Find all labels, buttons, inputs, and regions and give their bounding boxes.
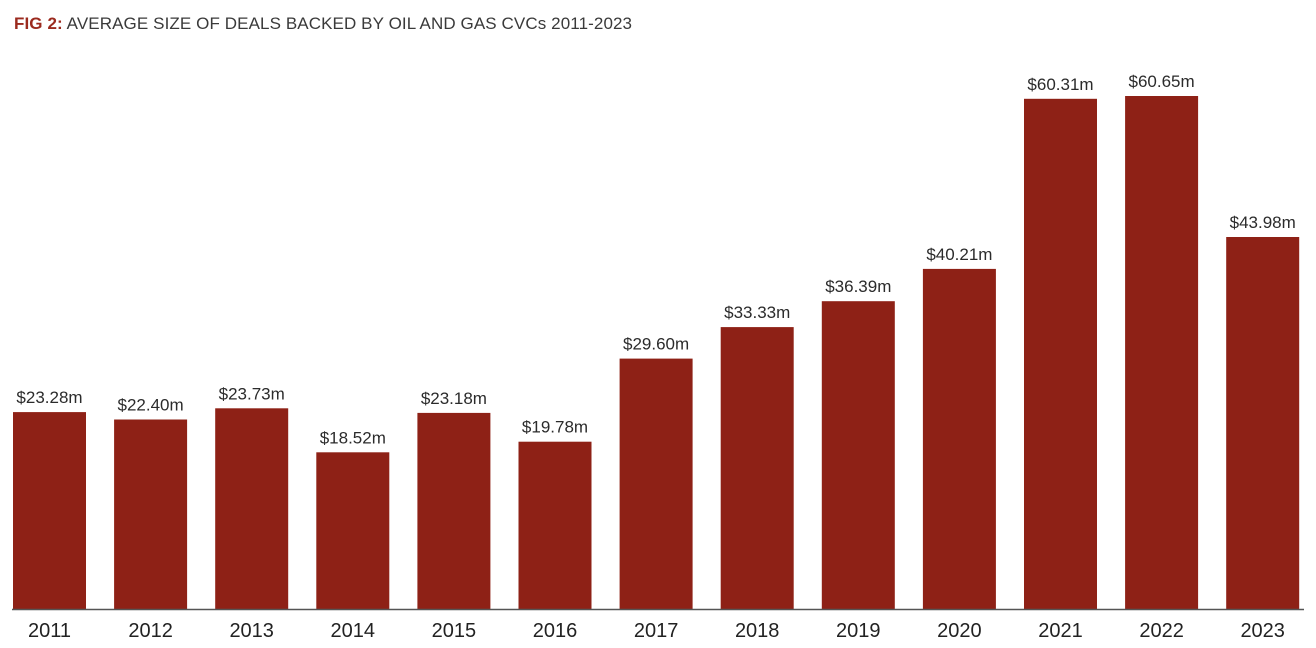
x-tick-2016: 2016 xyxy=(533,620,578,642)
bar-2018 xyxy=(721,327,794,609)
x-tick-2018: 2018 xyxy=(735,620,780,642)
bar-2020 xyxy=(923,269,996,609)
bar-2012 xyxy=(114,420,187,610)
bar-2019 xyxy=(822,301,895,609)
data-label-2014: $18.52m xyxy=(320,428,386,447)
x-tick-2019: 2019 xyxy=(836,620,881,642)
x-tick-2015: 2015 xyxy=(432,620,477,642)
bar-2015 xyxy=(417,413,490,609)
x-tick-2012: 2012 xyxy=(128,620,173,642)
x-tick-2022: 2022 xyxy=(1139,620,1184,642)
bar-2011 xyxy=(13,412,86,609)
data-label-2021: $60.31m xyxy=(1027,75,1093,94)
x-tick-2023: 2023 xyxy=(1240,620,1285,642)
data-label-2016: $19.78m xyxy=(522,418,588,437)
data-label-2019: $36.39m xyxy=(825,277,891,296)
x-tick-2017: 2017 xyxy=(634,620,679,642)
bar-2022 xyxy=(1125,96,1198,609)
data-label-2020: $40.21m xyxy=(926,245,992,264)
x-tick-labels-group: 2011 2012 2013 2014 2015 2016 2017 2018 2019 2020… xyxy=(28,620,1285,642)
x-tick-2013: 2013 xyxy=(229,620,274,642)
data-label-2022: $60.65m xyxy=(1129,72,1195,91)
bar-2017 xyxy=(620,359,693,609)
bar-2023 xyxy=(1226,237,1299,609)
data-label-2011: $23.28m xyxy=(16,388,82,407)
bar-chart: $23.28m $22.40m $23.73m $18.52m $23.18m $19.7… xyxy=(0,0,1316,648)
data-label-2015: $23.18m xyxy=(421,389,487,408)
bar-2013 xyxy=(215,408,288,609)
x-tick-2020: 2020 xyxy=(937,620,982,642)
data-label-2012: $22.40m xyxy=(118,396,184,415)
bar-2016 xyxy=(519,442,592,609)
data-label-2018: $33.33m xyxy=(724,303,790,322)
bar-2021 xyxy=(1024,99,1097,609)
x-tick-2011: 2011 xyxy=(28,620,71,642)
x-tick-2014: 2014 xyxy=(331,620,376,642)
data-label-2013: $23.73m xyxy=(219,384,285,403)
data-label-2023: $43.98m xyxy=(1230,213,1296,232)
x-tick-2021: 2021 xyxy=(1038,620,1083,642)
data-label-2017: $29.60m xyxy=(623,335,689,354)
bar-2014 xyxy=(316,452,389,609)
